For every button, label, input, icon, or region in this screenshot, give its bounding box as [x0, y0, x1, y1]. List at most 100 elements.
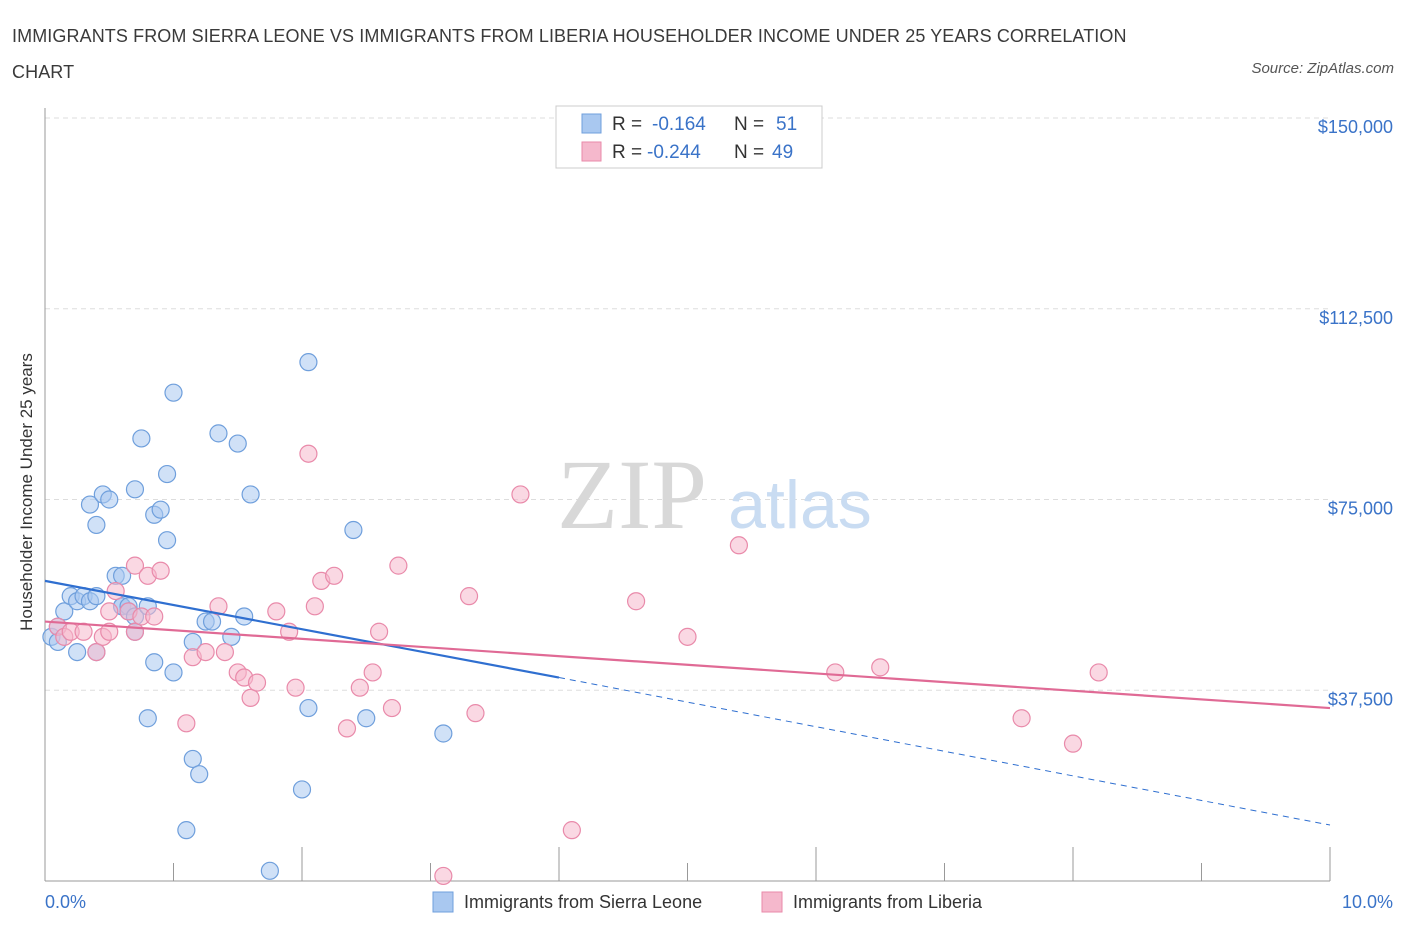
trend-line-sierra-leone [44, 579, 560, 679]
data-points [42, 353, 1108, 886]
legend-n-label-2: N = [734, 142, 764, 163]
point-liberia-36 [382, 698, 402, 718]
point-liberia-40 [466, 704, 485, 723]
point-sierra-leone-16 [112, 566, 132, 585]
y-tick-label-2: $112,500 [1319, 308, 1393, 328]
watermark-zip: ZIP [557, 439, 707, 550]
point-sierra-leone-33 [164, 383, 183, 402]
point-liberia-48 [1012, 709, 1031, 728]
point-liberia-29 [305, 597, 324, 616]
trend-line-liberia [44, 620, 1331, 710]
y-axis-title: Householder Income Under 25 years [17, 353, 36, 631]
point-liberia-27 [286, 678, 305, 697]
point-liberia-37 [389, 556, 408, 575]
point-sierra-leone-48 [299, 353, 318, 372]
point-liberia-20 [215, 642, 234, 662]
point-liberia-45 [729, 536, 749, 555]
legend-r-value-1: -0.164 [652, 114, 706, 135]
legend-swatch-liberia [581, 141, 602, 162]
legend-swatch-sierra-leone [581, 113, 602, 134]
x-tick-label-1: 10.0% [1342, 892, 1393, 912]
point-sierra-leone-6 [68, 642, 87, 662]
legend-r-value-2: -0.244 [647, 142, 701, 163]
point-liberia-34 [363, 663, 382, 682]
point-liberia-32 [337, 719, 357, 738]
point-liberia-39 [459, 587, 479, 606]
point-sierra-leone-49 [344, 520, 363, 540]
series-legend: Immigrants from Sierra Leone Immigrants … [432, 891, 983, 913]
point-sierra-leone-35 [183, 749, 202, 769]
series-legend-swatch-liberia [761, 891, 783, 913]
x-tick-label-0: 0.0% [45, 892, 86, 912]
y-tick-labels: $37,500 $75,000 $112,500 $150,000 [1318, 117, 1393, 709]
y-tick-label-3: $150,000 [1318, 117, 1393, 137]
point-liberia-4 [87, 642, 106, 662]
point-liberia-23 [241, 688, 260, 707]
point-liberia-14 [145, 607, 164, 626]
point-liberia-28 [299, 444, 318, 463]
point-sierra-leone-50 [357, 709, 376, 728]
point-sierra-leone-12 [87, 515, 106, 535]
point-liberia-44 [678, 627, 697, 646]
y-tick-label-1: $75,000 [1328, 499, 1393, 519]
point-sierra-leone-46 [292, 780, 312, 799]
point-liberia-10 [125, 622, 145, 641]
point-liberia-7 [100, 602, 119, 621]
watermark: ZIP atlas [557, 439, 872, 550]
point-liberia-33 [350, 678, 369, 697]
point-sierra-leone-30 [157, 464, 177, 484]
point-sierra-leone-22 [125, 480, 145, 499]
point-liberia-47 [871, 658, 890, 677]
grid-lines [45, 117, 1330, 691]
point-sierra-leone-28 [145, 653, 164, 672]
legend-n-value-1: 51 [776, 114, 797, 135]
point-liberia-6 [100, 622, 119, 641]
legend-r-label-1: R = [612, 114, 642, 135]
legend-r-label-2: R = [612, 142, 642, 163]
point-sierra-leone-37 [190, 765, 209, 784]
point-liberia-38 [434, 866, 453, 886]
point-liberia-16 [177, 714, 196, 733]
point-sierra-leone-42 [228, 434, 247, 453]
point-liberia-41 [511, 485, 530, 504]
point-liberia-35 [370, 622, 389, 641]
point-liberia-25 [267, 602, 286, 621]
point-liberia-3 [74, 622, 93, 641]
point-liberia-31 [325, 566, 344, 585]
point-sierra-leone-51 [434, 724, 453, 743]
trend-lines [44, 579, 1331, 826]
point-sierra-leone-39 [202, 612, 222, 631]
point-sierra-leone-41 [222, 627, 241, 646]
legend-n-value-2: 49 [772, 142, 793, 163]
legend-n-label-1: N = [734, 114, 764, 135]
source-label: Source: ZipAtlas.com [1251, 60, 1394, 77]
point-liberia-46 [826, 663, 845, 682]
point-liberia-11 [125, 556, 145, 575]
point-liberia-18 [196, 642, 215, 662]
x-tick-labels: 0.0% 10.0% [45, 892, 1393, 912]
watermark-atlas: atlas [728, 467, 872, 543]
series-legend-swatch-sierra-leone [432, 891, 454, 913]
point-sierra-leone-40 [209, 424, 228, 443]
point-liberia-50 [1089, 663, 1108, 682]
point-liberia-19 [209, 597, 228, 616]
point-sierra-leone-32 [164, 663, 183, 682]
point-sierra-leone-3 [55, 602, 74, 621]
point-sierra-leone-29 [151, 500, 170, 519]
point-sierra-leone-9 [80, 495, 100, 514]
point-liberia-43 [626, 592, 646, 611]
y-tick-label-0: $37,500 [1328, 689, 1393, 709]
point-liberia-49 [1063, 734, 1083, 753]
point-sierra-leone-25 [138, 709, 157, 728]
point-liberia-24 [247, 673, 267, 692]
trend-line-sierra-leone-extension [558, 677, 1331, 826]
point-sierra-leone-47 [299, 698, 318, 718]
point-sierra-leone-34 [177, 821, 196, 840]
chart-title: IMMIGRANTS FROM SIERRA LEONE VS IMMIGRAN… [12, 26, 1127, 82]
correlation-legend: R = -0.164 N = 51 R = -0.244 N = 49 [555, 105, 823, 169]
series-legend-label-liberia: Immigrants from Liberia [793, 892, 983, 912]
point-sierra-leone-44 [241, 485, 260, 504]
point-sierra-leone-14 [100, 490, 119, 509]
point-liberia-15 [151, 561, 170, 580]
